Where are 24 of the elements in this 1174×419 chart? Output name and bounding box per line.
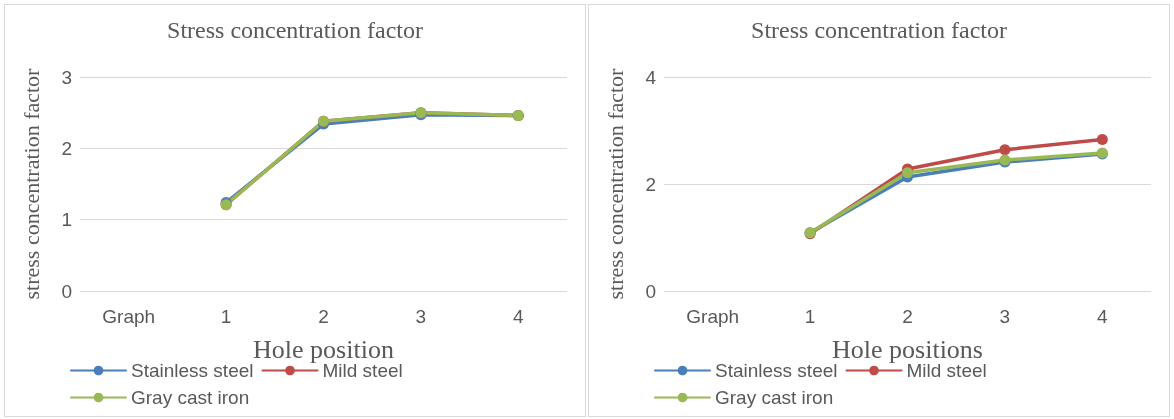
legend-label: Stainless steel [131, 360, 254, 381]
chart-title: Stress concentration factor [167, 17, 423, 43]
legend-label: Gray cast iron [131, 387, 250, 408]
y-tick-label: 0 [61, 280, 72, 302]
y-axis-title: stress concentration factor [602, 67, 628, 300]
x-tick-label: Graph [686, 306, 740, 327]
x-tick-label: 4 [513, 306, 525, 327]
chart-title: Stress concentration factor [751, 17, 1007, 43]
y-tick-label: 4 [645, 66, 657, 88]
y-tick-label: 0 [645, 280, 656, 302]
x-tick-label: 3 [999, 306, 1011, 327]
y-tick-label: 3 [61, 66, 72, 88]
x-tick-label: 2 [902, 306, 913, 327]
x-tick-label: 1 [804, 306, 816, 327]
y-axis-title: stress concentration factor [18, 67, 44, 300]
y-tick-label: 1 [61, 209, 72, 231]
x-tick-label: 4 [1097, 306, 1109, 327]
legend-label: Gray cast iron [715, 387, 834, 408]
x-tick-label: Graph [102, 306, 156, 327]
y-tick-label: 2 [645, 173, 656, 195]
x-tick-label: 2 [318, 306, 329, 327]
x-tick-label: 1 [220, 306, 232, 327]
x-tick-label: 3 [415, 306, 427, 327]
y-tick-label: 2 [61, 137, 72, 159]
